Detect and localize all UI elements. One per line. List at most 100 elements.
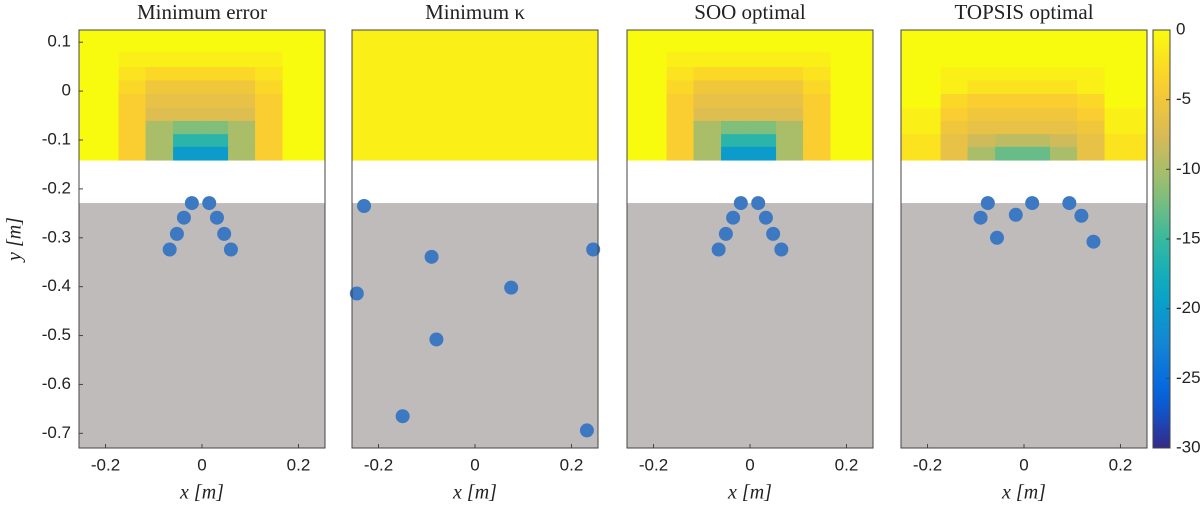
heatmap-cell <box>750 94 777 109</box>
heatmap-cell <box>693 146 722 161</box>
point <box>209 210 224 225</box>
heatmap-cell <box>475 120 502 135</box>
heatmap-cell <box>721 108 751 122</box>
heatmap-cell <box>475 146 502 161</box>
y-tick-label: -0.2 <box>42 178 71 197</box>
heatmap-cell <box>202 52 229 68</box>
heatmap-cell <box>693 80 722 95</box>
heatmap-cell <box>967 146 996 161</box>
heatmap-cell <box>475 134 502 148</box>
heatmap-cell <box>475 94 502 109</box>
heatmap-cell <box>446 94 476 109</box>
point <box>980 196 995 211</box>
heatmap-cell <box>528 30 557 53</box>
point <box>733 196 748 211</box>
heatmap-cell <box>202 120 229 135</box>
heatmap-cell <box>79 120 120 135</box>
heatmap-cell <box>446 146 476 161</box>
heatmap-cell <box>1104 67 1148 81</box>
heatmap-cell <box>666 52 695 68</box>
heatmap-cell <box>391 134 420 148</box>
heatmap-cell <box>721 67 751 81</box>
heatmap-cell <box>446 120 476 135</box>
point <box>711 242 726 257</box>
heatmap-cell <box>1024 30 1051 53</box>
ground-region <box>901 203 1147 448</box>
heatmap-cell <box>475 80 502 95</box>
heatmap-cell <box>446 108 476 122</box>
heatmap-cell <box>750 134 777 148</box>
heatmap-cell <box>967 134 996 148</box>
heatmap-cell <box>995 30 1025 53</box>
heatmap-cell <box>1104 108 1148 122</box>
heatmap-cell <box>501 134 529 148</box>
heatmap-cell <box>901 120 942 135</box>
heatmap-cell <box>555 52 599 68</box>
panel-title: SOO optimal <box>694 0 806 24</box>
heatmap-cell <box>1077 52 1106 68</box>
heatmap-cell <box>202 80 229 95</box>
heatmap-cell <box>940 30 969 53</box>
point <box>586 242 601 257</box>
heatmap-cell <box>627 146 668 161</box>
heatmap-cell <box>528 67 557 81</box>
heatmap-cell <box>1104 30 1148 53</box>
heatmap-cell <box>173 80 203 95</box>
heatmap-cell <box>255 80 284 95</box>
heatmap-cell <box>721 134 751 148</box>
heatmap-cell <box>555 67 599 81</box>
colorbar-tick-label: -10 <box>1176 159 1200 178</box>
heatmap-cell <box>228 67 256 81</box>
heatmap-cell <box>173 30 203 53</box>
heatmap-cell <box>940 120 969 135</box>
heatmap-cell <box>352 94 393 109</box>
heatmap-cell <box>282 134 326 148</box>
colorbar-tick-label: -25 <box>1176 368 1200 387</box>
heatmap-cell <box>776 80 804 95</box>
heatmap-cell <box>830 134 874 148</box>
heatmap-cell <box>145 80 174 95</box>
heatmap-cell <box>666 30 695 53</box>
x-tick-label: -0.2 <box>364 455 393 474</box>
heatmap-cell <box>202 94 229 109</box>
heatmap-cell <box>173 134 203 148</box>
heatmap-cell <box>79 80 120 95</box>
y-tick-label: -0.4 <box>42 276 71 295</box>
heatmap-cell <box>750 67 777 81</box>
heatmap-cell <box>145 108 174 122</box>
heatmap-cell <box>418 134 447 148</box>
heatmap-cell <box>501 30 529 53</box>
heatmap-cell <box>282 67 326 81</box>
heatmap-cell <box>1024 146 1051 161</box>
heatmap-cell <box>145 30 174 53</box>
heatmap-cell <box>830 30 874 53</box>
heatmap-cell <box>475 30 502 53</box>
heatmap-cell <box>995 67 1025 81</box>
x-tick-label: -0.2 <box>91 455 120 474</box>
heatmap-cell <box>446 52 476 68</box>
heatmap-cell <box>803 120 832 135</box>
heatmap-cell <box>721 80 751 95</box>
heatmap-cell <box>721 94 751 109</box>
heatmap-cell <box>901 30 942 53</box>
heatmap-cell <box>693 94 722 109</box>
heatmap-cell <box>228 80 256 95</box>
heatmap-cell <box>418 120 447 135</box>
heatmap-cell <box>1104 52 1148 68</box>
heatmap-cell <box>940 67 969 81</box>
heatmap-cell <box>418 146 447 161</box>
heatmap-cell <box>79 146 120 161</box>
panel-title: TOPSIS optimal <box>954 0 1093 24</box>
heatmap-cell <box>940 52 969 68</box>
heatmap-cell <box>202 134 229 148</box>
heatmap-cell <box>255 146 284 161</box>
heatmap-cell <box>776 146 804 161</box>
x-tick-label: -0.2 <box>913 455 942 474</box>
colorbar-tick-label: -15 <box>1176 228 1200 247</box>
heatmap-cell <box>391 30 420 53</box>
heatmap-cell <box>995 52 1025 68</box>
point <box>429 332 444 347</box>
heatmap-cell <box>255 30 284 53</box>
heatmap-cell <box>1077 80 1106 95</box>
